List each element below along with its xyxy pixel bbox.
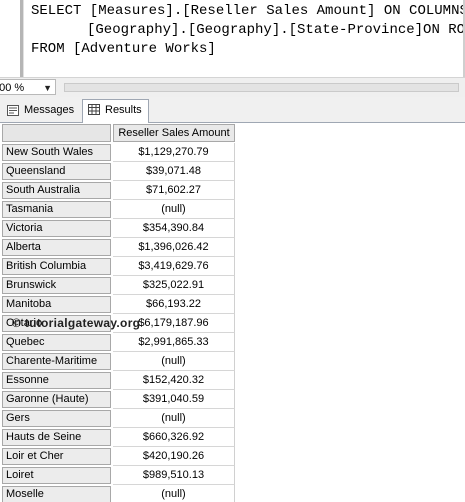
- query-line-2-text: [Geography].[Geography].[State-Province]…: [87, 22, 465, 38]
- table-row: Tasmania (null): [0, 200, 240, 219]
- tab-messages-label: Messages: [24, 104, 75, 116]
- row-header[interactable]: Ontario: [2, 315, 111, 332]
- table-cell[interactable]: $420,190.26: [113, 447, 235, 466]
- table-row: Garonne (Haute) $391,040.59: [0, 390, 240, 409]
- table-cell[interactable]: (null): [113, 200, 235, 219]
- table-cell[interactable]: $1,396,026.42: [113, 238, 235, 257]
- table-row: Charente-Maritime (null): [0, 352, 240, 371]
- table-row: Brunswick $325,022.91: [0, 276, 240, 295]
- table-cell[interactable]: $2,991,865.33: [113, 333, 235, 352]
- table-cell[interactable]: $354,390.84: [113, 219, 235, 238]
- query-editor[interactable]: SELECT [Measures].[Reseller Sales Amount…: [0, 0, 465, 77]
- table-row: Loir et Cher $420,190.26: [0, 447, 240, 466]
- table-row: Hauts de Seine $660,326.92: [0, 428, 240, 447]
- query-text[interactable]: SELECT [Measures].[Reseller Sales Amount…: [31, 2, 465, 59]
- table-cell[interactable]: $66,193.22: [113, 295, 235, 314]
- table-cell[interactable]: $3,419,629.76: [113, 257, 235, 276]
- table-cell[interactable]: $391,040.59: [113, 390, 235, 409]
- table-row: Loiret $989,510.13: [0, 466, 240, 485]
- chevron-down-icon[interactable]: ▼: [43, 83, 52, 93]
- table-cell[interactable]: $325,022.91: [113, 276, 235, 295]
- table-row: Ontario $6,179,187.96: [0, 314, 240, 333]
- row-header[interactable]: Charente-Maritime: [2, 353, 111, 370]
- row-header[interactable]: Garonne (Haute): [2, 391, 111, 408]
- query-line-1: SELECT [Measures].[Reseller Sales Amount…: [31, 3, 465, 19]
- table-row: Essonne $152,420.32: [0, 371, 240, 390]
- table-row: British Columbia $3,419,629.76: [0, 257, 240, 276]
- row-header[interactable]: Gers: [2, 410, 111, 427]
- table-cell[interactable]: $152,420.32: [113, 371, 235, 390]
- table-row: Victoria $354,390.84: [0, 219, 240, 238]
- table-row: New South Wales $1,129,270.79: [0, 143, 240, 162]
- grid-corner-cell[interactable]: [2, 124, 111, 142]
- table-row: Manitoba $66,193.22: [0, 295, 240, 314]
- row-header[interactable]: New South Wales: [2, 144, 111, 161]
- editor-gutter: [20, 0, 24, 77]
- table-cell[interactable]: (null): [113, 352, 235, 371]
- zoom-bar: 100 % ▼: [0, 77, 465, 98]
- row-header[interactable]: Victoria: [2, 220, 111, 237]
- table-cell[interactable]: (null): [113, 485, 235, 502]
- tab-results-label: Results: [105, 104, 142, 116]
- table-cell[interactable]: $39,071.48: [113, 162, 235, 181]
- tab-messages[interactable]: Messages: [2, 101, 78, 122]
- query-line-2: [Geography].[Geography].[State-Province]…: [31, 21, 465, 40]
- row-header[interactable]: Tasmania: [2, 201, 111, 218]
- row-header[interactable]: South Australia: [2, 182, 111, 199]
- table-cell[interactable]: $1,129,270.79: [113, 143, 235, 162]
- table-row: South Australia $71,602.27: [0, 181, 240, 200]
- row-header[interactable]: British Columbia: [2, 258, 111, 275]
- row-header[interactable]: Loir et Cher: [2, 448, 111, 465]
- results-tab-bar: Messages Results: [0, 97, 465, 123]
- row-header[interactable]: Essonne: [2, 372, 111, 389]
- row-header[interactable]: Brunswick: [2, 277, 111, 294]
- table-cell[interactable]: $71,602.27: [113, 181, 235, 200]
- horizontal-scrollbar[interactable]: [64, 83, 459, 92]
- table-row: Moselle (null): [0, 485, 240, 502]
- messages-icon: [7, 105, 19, 116]
- row-header[interactable]: Moselle: [2, 486, 111, 502]
- row-header[interactable]: Manitoba: [2, 296, 111, 313]
- table-row: Queensland $39,071.48: [0, 162, 240, 181]
- query-line-3: FROM [Adventure Works]: [31, 41, 216, 57]
- row-header[interactable]: Queensland: [2, 163, 111, 180]
- table-cell[interactable]: (null): [113, 409, 235, 428]
- table-cell[interactable]: $989,510.13: [113, 466, 235, 485]
- editor-scrollbar[interactable]: [463, 0, 465, 77]
- tab-results[interactable]: Results: [82, 99, 149, 123]
- zoom-select[interactable]: 100 % ▼: [0, 79, 56, 95]
- table-cell[interactable]: $660,326.92: [113, 428, 235, 447]
- table-cell[interactable]: $6,179,187.96: [113, 314, 235, 333]
- results-grid: Reseller Sales Amount New South Wales $1,…: [0, 124, 465, 502]
- zoom-value: 100 %: [0, 82, 25, 94]
- row-header[interactable]: Hauts de Seine: [2, 429, 111, 446]
- row-header[interactable]: Alberta: [2, 239, 111, 256]
- table-row: Alberta $1,396,026.42: [0, 238, 240, 257]
- column-header-reseller-sales-amount[interactable]: Reseller Sales Amount: [113, 124, 235, 142]
- row-header[interactable]: Quebec: [2, 334, 111, 351]
- table-row: Quebec $2,991,865.33: [0, 333, 240, 352]
- table-row: Gers (null): [0, 409, 240, 428]
- results-grid-icon: [88, 104, 100, 115]
- row-header[interactable]: Loiret: [2, 467, 111, 484]
